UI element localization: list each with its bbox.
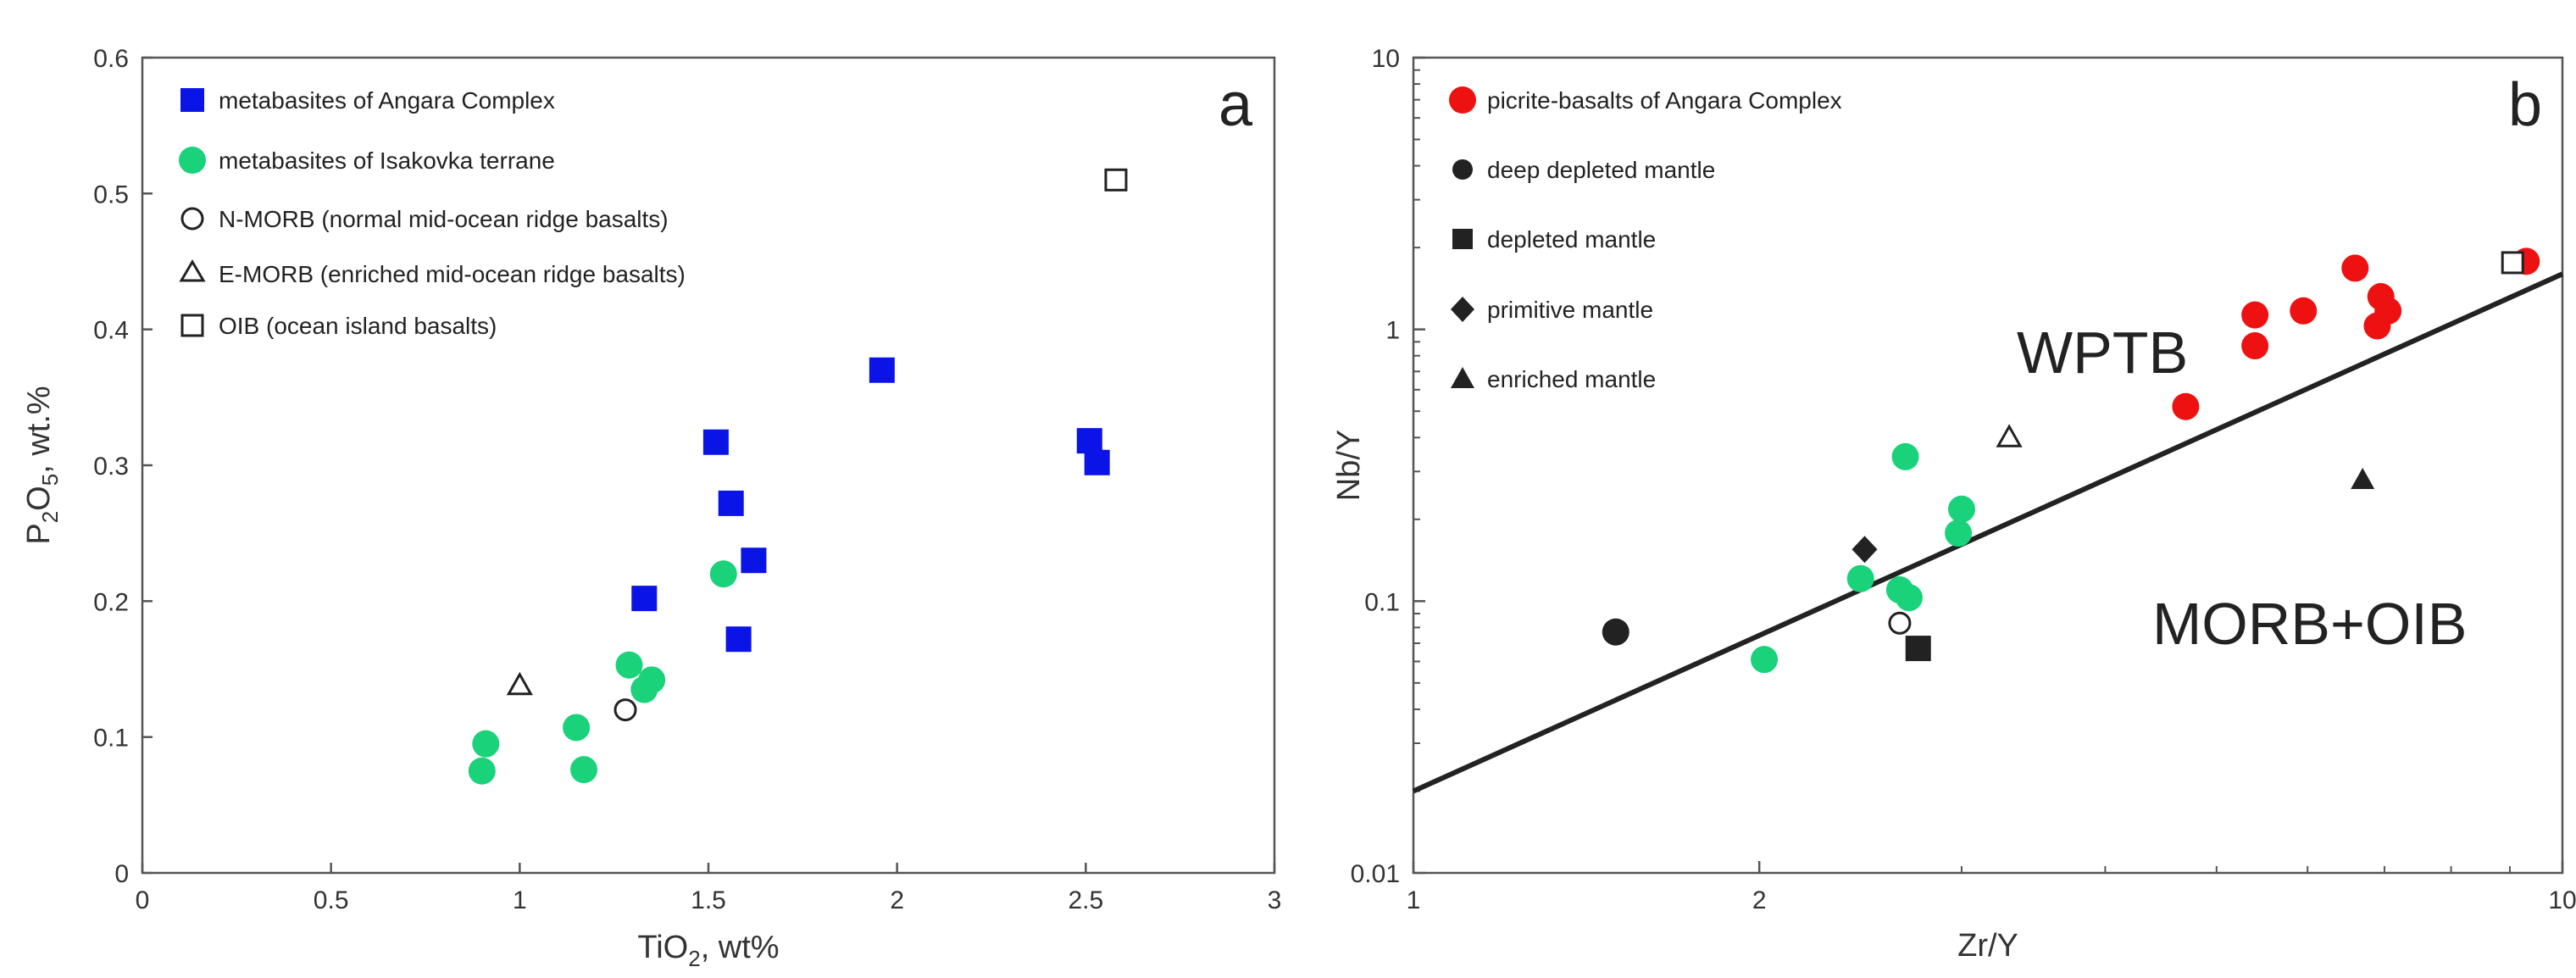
a-point-metabasites-of-angara-complex-1 (702, 429, 729, 455)
legend-label-oib: OIB (ocean island basalts) (219, 313, 497, 339)
b-xtick-label-0: 1 (1407, 886, 1421, 914)
a-point-metabasites-of-angara-complex-3 (741, 547, 767, 574)
panel-a-legend: metabasites of Angara Complex metabasite… (179, 87, 686, 339)
a-xtick-label-4: 2 (890, 886, 904, 914)
legend-marker-deep-depleted (1452, 159, 1473, 180)
b-point-picrite-basalts-of-angara-complex-1 (2241, 332, 2269, 360)
a-xtick-label-6: 3 (1268, 886, 1282, 914)
b-ytick-label-1: 0.1 (1364, 588, 1400, 616)
b-point-enriched-mantle-0 (2351, 467, 2375, 489)
legend-label-depleted: depleted mantle (1487, 226, 1656, 253)
b-point-oib-0 (2501, 251, 2524, 275)
a-ytick-label-2: 0.2 (93, 588, 129, 616)
panel-b-chart: 1 2 10 0.01 0.1 1 10 picrite-basalts of Angara… (1331, 45, 2576, 964)
b-point-metabasites-of-isakovka-terrane-6 (1945, 520, 1973, 547)
a-ytick-label-5: 0.5 (93, 181, 129, 208)
b-point-picrite-basalts-of-angara-complex-0 (2172, 392, 2200, 420)
a-point-e-morb-0 (506, 671, 533, 696)
panel-b-points (1602, 247, 2540, 674)
panel-b-ylabel: Nb/Y (1331, 430, 1367, 501)
a-xtick-label-2: 1 (513, 886, 527, 914)
b-ytick-label-2: 1 (1385, 317, 1400, 345)
b-ytick-label-0: 0.01 (1351, 860, 1400, 888)
b-point-deep-depleted-mantle-0 (1602, 618, 1629, 646)
panel-b-divider-line (1412, 271, 2564, 794)
a-point-metabasites-of-angara-complex-0 (869, 357, 895, 383)
a-ytick-label-3: 0.3 (93, 453, 129, 481)
a-point-metabasites-of-angara-complex-5 (725, 626, 752, 653)
region-label-morb-oib: MORB+OIB (2152, 591, 2467, 657)
legend-label-enriched: enriched mantle (1487, 366, 1656, 392)
b-point-metabasites-of-isakovka-terrane-3 (1895, 584, 1923, 612)
legend-label-nmorb: N-MORB (normal mid-ocean ridge basalts) (219, 206, 669, 232)
panel-a-points (468, 168, 1128, 785)
legend-label-isakovka: metabasites of Isakovka terrane (219, 147, 555, 174)
legend-marker-oib (180, 314, 204, 337)
panel-a-xlabel: TiO2, wt% (637, 930, 779, 971)
panel-a-chart: 0 0.5 1 1.5 2 2.5 3 0 0.1 0.2 0.3 0.4 0.5 0.6 metabas… (21, 45, 1281, 971)
a-point-metabasites-of-isakovka-terrane-4 (563, 714, 591, 742)
legend-marker-enriched (1451, 367, 1474, 388)
a-point-metabasites-of-isakovka-terrane-0 (709, 560, 737, 588)
b-point-metabasites-of-isakovka-terrane-5 (1947, 495, 1975, 523)
legend-label-deep-depleted: deep depleted mantle (1487, 157, 1715, 183)
a-point-metabasites-of-angara-complex-7 (1084, 449, 1110, 475)
b-point-metabasites-of-isakovka-terrane-4 (1891, 442, 1919, 470)
a-ytick-label-1: 0.1 (93, 725, 129, 753)
a-ytick-label-6: 0.6 (93, 45, 129, 73)
legend-marker-angara (180, 88, 204, 112)
a-xtick-label-1: 0.5 (314, 886, 349, 914)
b-point-n-morb-0 (1888, 611, 1912, 635)
a-point-n-morb-0 (613, 698, 637, 722)
a-xtick-label-3: 1.5 (691, 886, 726, 914)
a-point-metabasites-of-angara-complex-2 (718, 490, 744, 516)
b-point-primitive-mantle-0 (1852, 536, 1878, 564)
a-point-metabasites-of-isakovka-terrane-7 (468, 757, 496, 785)
legend-label-emorb: E-MORB (enriched mid-ocean ridge basalts… (219, 261, 686, 287)
a-point-metabasites-of-angara-complex-4 (631, 586, 658, 612)
a-point-metabasites-of-isakovka-terrane-5 (570, 756, 598, 784)
b-point-depleted-mantle-0 (1905, 636, 1931, 662)
panel-b-frame (1412, 56, 2564, 875)
panel-a-ticks: 0 0.5 1 1.5 2 2.5 3 0 0.1 0.2 0.3 0.4 0.5 0.6 (93, 45, 1281, 914)
b-xtick-label-2: 10 (2548, 886, 2576, 914)
panel-a-ylabel: P2O5, wt.% (21, 386, 63, 544)
a-point-metabasites-of-isakovka-terrane-1 (615, 651, 643, 679)
legend-marker-depleted (1452, 229, 1473, 249)
legend-marker-isakovka (179, 147, 206, 174)
b-point-picrite-basalts-of-angara-complex-7 (2363, 312, 2391, 340)
b-point-picrite-basalts-of-angara-complex-2 (2241, 301, 2269, 329)
legend-label-angara: metabasites of Angara Complex (219, 87, 555, 114)
a-point-metabasites-of-isakovka-terrane-3 (630, 675, 658, 703)
a-point-metabasites-of-angara-complex-6 (1076, 428, 1102, 454)
panel-a-label: a (1219, 71, 1253, 139)
a-point-metabasites-of-isakovka-terrane-6 (472, 730, 500, 758)
b-point-e-morb-0 (1996, 424, 2023, 447)
a-ytick-label-4: 0.4 (93, 317, 129, 345)
legend-marker-emorb (179, 259, 206, 282)
legend-marker-picrite (1449, 86, 1476, 114)
legend-marker-primitive (1451, 297, 1474, 322)
b-point-metabasites-of-isakovka-terrane-0 (1751, 646, 1779, 674)
a-xtick-label-0: 0 (136, 886, 150, 914)
b-point-metabasites-of-isakovka-terrane-1 (1846, 564, 1874, 592)
panel-b-label: b (2508, 71, 2542, 139)
legend-label-picrite: picrite-basalts of Angara Complex (1487, 87, 1842, 114)
a-ytick-label-0: 0 (114, 860, 129, 888)
panel-b-legend: picrite-basalts of Angara Complex deep d… (1449, 86, 1842, 392)
a-xtick-label-5: 2.5 (1068, 886, 1103, 914)
region-label-wptb: WPTB (2017, 320, 2188, 386)
a-point-oib-0 (1104, 168, 1128, 192)
b-xtick-label-1: 2 (1752, 886, 1767, 914)
panel-b-xlabel: Zr/Y (1957, 928, 2018, 964)
b-ytick-label-3: 10 (1372, 45, 1400, 73)
legend-label-primitive: primitive mantle (1487, 297, 1653, 323)
panel-b-ticks: 1 2 10 0.01 0.1 1 10 (1351, 45, 2576, 914)
legend-marker-nmorb (180, 207, 204, 231)
b-point-picrite-basalts-of-angara-complex-3 (2290, 297, 2318, 325)
b-point-picrite-basalts-of-angara-complex-4 (2341, 254, 2369, 282)
